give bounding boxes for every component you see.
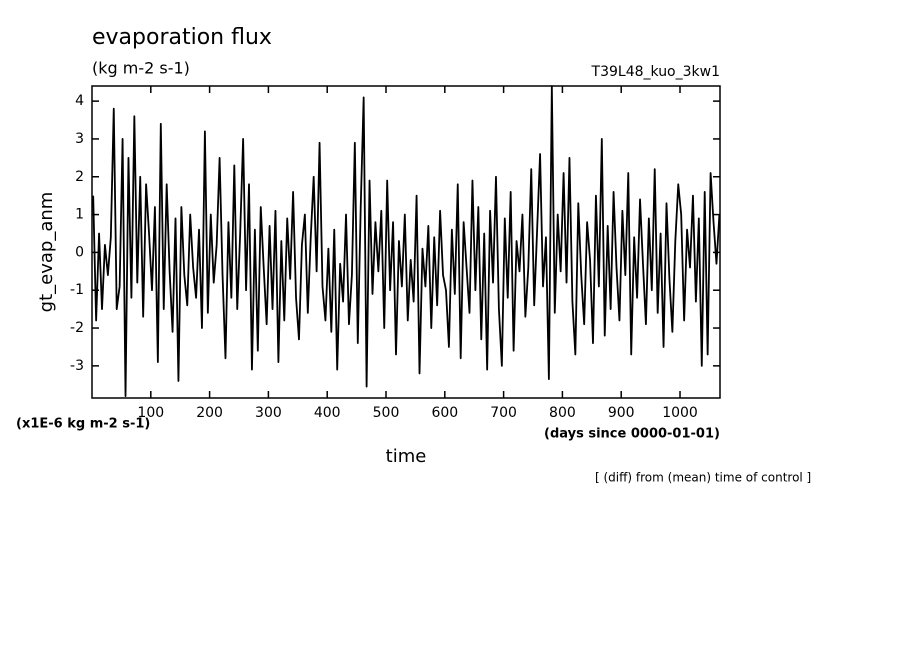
y-tick-label: 0 — [75, 244, 84, 260]
x-tick-label: 500 — [373, 405, 400, 421]
chart-title: evaporation flux — [92, 25, 272, 50]
x-tick-label: 100 — [137, 405, 164, 421]
x-tick-label: 800 — [549, 405, 576, 421]
y-tick-label: -2 — [70, 320, 84, 336]
data-line — [92, 85, 721, 398]
y-tick-label: 1 — [75, 207, 84, 223]
y-tick-label: 2 — [75, 169, 84, 185]
x-tick-label: 700 — [490, 405, 517, 421]
y-tick-label: -1 — [70, 282, 84, 298]
x-unit: (days since 0000-01-01) — [544, 427, 720, 442]
x-tick-label: 1000 — [662, 405, 698, 421]
note: [ (diff) from (mean) time of control ] — [595, 471, 811, 485]
y-unit: (x1E-6 kg m-2 s-1) — [16, 417, 150, 432]
y-axis-label: gt_evap_anm — [36, 192, 57, 313]
x-axis-label: time — [386, 446, 427, 467]
chart-subtitle: (kg m-2 s-1) — [92, 59, 190, 78]
x-tick-label: 900 — [608, 405, 635, 421]
y-tick-label: -3 — [70, 358, 84, 374]
x-tick-label: 400 — [314, 405, 341, 421]
experiment-label: T39L48_kuo_3kw1 — [591, 64, 720, 80]
y-tick-label: 3 — [75, 131, 84, 147]
y-tick-label: 4 — [75, 93, 84, 109]
plot-frame — [91, 85, 721, 399]
x-tick-label: 600 — [431, 405, 458, 421]
x-tick-label: 200 — [196, 405, 223, 421]
x-tick-label: 300 — [255, 405, 282, 421]
